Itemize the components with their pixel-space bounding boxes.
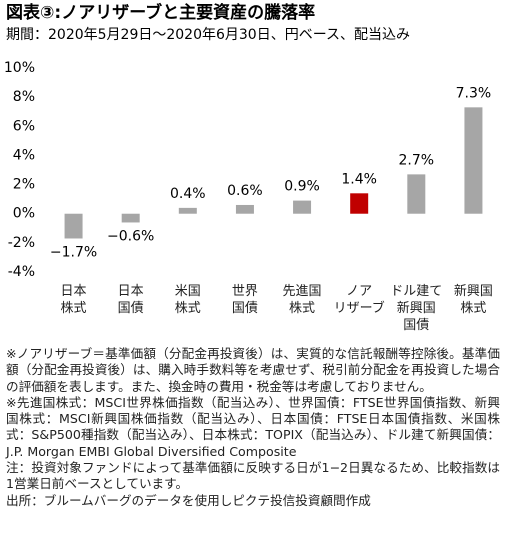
value-label: 1.4% (341, 171, 377, 187)
y-tick-label: 2% (13, 177, 35, 193)
x-tick-label: 世界 国債 (231, 284, 258, 316)
value-label: 0.6% (227, 183, 263, 199)
x-tick-label: 日本 国債 (117, 284, 144, 316)
bar (407, 174, 426, 214)
x-tick-label: 日本 株式 (60, 284, 87, 316)
value-label: 0.9% (284, 179, 320, 195)
bar (350, 193, 369, 214)
y-tick-label: 10% (4, 60, 35, 76)
value-label: 2.7% (399, 152, 435, 168)
y-tick-label: 6% (13, 118, 35, 134)
bar (293, 200, 312, 214)
x-tick-label: 米国 株式 (174, 284, 201, 316)
note: ※先進国株式：MSCI世界株価指数（配当込み）、世界国債：FTSE世界国債指数、… (6, 394, 500, 459)
y-tick-label: -2% (8, 235, 35, 251)
chart-subtitle: 期間：2020年5月29日～2020年6月30日、円ベース、配当込み (6, 27, 410, 43)
chart: 図表③:ノアリザーブと主要資産の騰落率 期間：2020年5月29日～2020年6… (4, 2, 492, 280)
chart-title: 図表③:ノアリザーブと主要資産の騰落率 (6, 2, 315, 23)
y-tick-label: -4% (8, 264, 35, 280)
bar (464, 107, 483, 214)
value-label: 0.4% (170, 186, 206, 202)
bar (121, 213, 140, 223)
y-tick-label: 0% (13, 206, 35, 222)
notes: ※ノアリザーブ＝基準価額（分配金再投資後）は、実質的な信託報酬等控除後。基準価額… (6, 346, 500, 509)
note: ※ノアリザーブ＝基準価額（分配金再投資後）は、実質的な信託報酬等控除後。基準価額… (6, 346, 500, 394)
x-tick-label: 先進国 株式 (282, 284, 322, 316)
note: 注：投資対象ファンドによって基準価額に反映する日が1−2日異なるため、比較指数は… (6, 460, 500, 492)
x-tick-label: ノア リザーブ (333, 284, 385, 316)
x-tick-label: ドル建て 新興国 国債 (390, 284, 443, 333)
value-label: −0.6% (107, 228, 154, 244)
value-label: 7.3% (456, 85, 492, 101)
value-label: −1.7% (50, 244, 97, 260)
bar (178, 207, 197, 214)
bar (64, 213, 83, 239)
x-tick-label: 新興国 株式 (453, 284, 493, 316)
y-tick-label: 4% (13, 147, 35, 163)
note: 出所：ブルームバーグのデータを使用しピクテ投信投資顧問作成 (6, 492, 371, 508)
y-tick-label: 8% (13, 89, 35, 105)
bar (235, 204, 254, 214)
